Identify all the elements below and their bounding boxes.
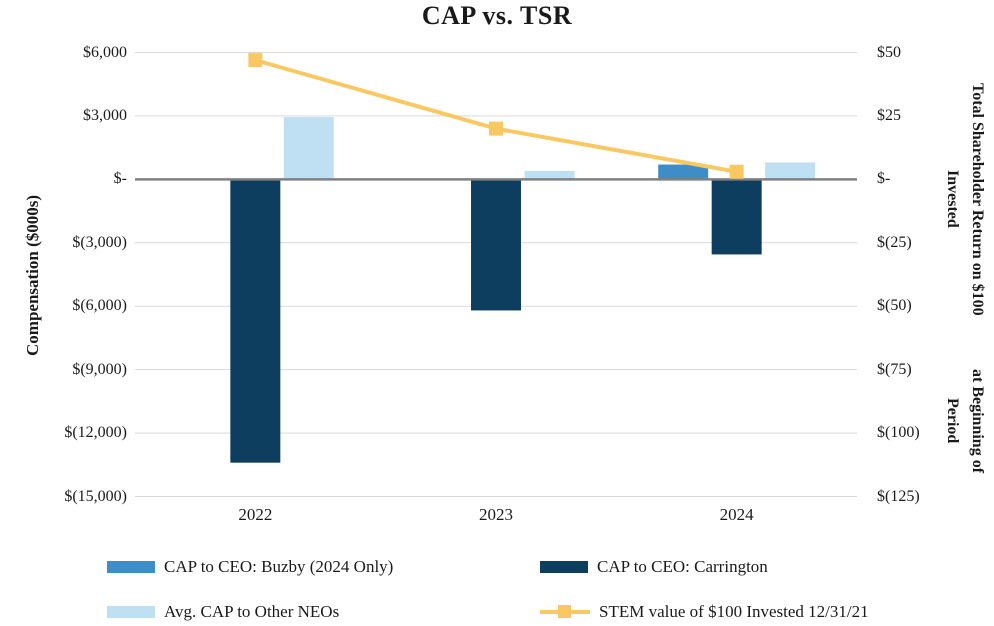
- bar: [283, 116, 334, 180]
- left-tick-label: $(15,000): [64, 487, 127, 505]
- chart-title: CAP vs. TSR: [421, 1, 573, 30]
- left-tick-label: $(12,000): [64, 424, 127, 442]
- left-tick-label: $(3,000): [72, 233, 127, 251]
- x-axis-label: 2022: [238, 505, 273, 524]
- bar: [524, 170, 575, 180]
- right-axis-title-line2: at Beginning of Period: [944, 368, 986, 473]
- legend-bar-swatch: [540, 561, 588, 573]
- right-tick-label: $25: [877, 106, 901, 124]
- right-tick-label: $-: [877, 170, 891, 188]
- line-marker: [248, 53, 263, 68]
- x-axis-label: 2024: [719, 505, 754, 524]
- legend-label: Avg. CAP to Other NEOs: [164, 602, 340, 621]
- line-marker: [489, 121, 503, 136]
- bar: [471, 179, 521, 311]
- legend-item: Avg. CAP to Other NEOs: [107, 600, 339, 624]
- left-tick-label: $-: [113, 170, 127, 188]
- x-axis-label: 2023: [479, 505, 513, 524]
- legend-line-marker: [558, 605, 571, 618]
- bar: [711, 179, 762, 255]
- line-marker: [729, 164, 744, 179]
- legend-item: CAP to CEO: Carrington: [540, 555, 768, 579]
- left-tick-label: $(9,000): [72, 360, 127, 378]
- legend-label: STEM value of $100 Invested 12/31/21: [599, 602, 869, 621]
- bar: [765, 162, 816, 180]
- legend-label: CAP to CEO: Buzby (2024 Only): [164, 557, 394, 576]
- legend-item: CAP to CEO: Buzby (2024 Only): [107, 555, 393, 579]
- bar: [230, 179, 281, 463]
- legend-label: CAP to CEO: Carrington: [597, 557, 768, 576]
- bar: [658, 164, 709, 180]
- right-tick-label: $(125): [877, 487, 920, 505]
- legend-line-swatch: [540, 600, 590, 624]
- left-tick-label: $6,000: [83, 43, 127, 61]
- right-axis-title-line1: Total Shareholder Return on $100 Investe…: [944, 82, 986, 316]
- left-axis-title: Compensation ($000s): [23, 194, 42, 356]
- right-tick-label: $50: [877, 43, 901, 61]
- left-tick-label: $(6,000): [72, 297, 127, 315]
- right-tick-label: $(25): [877, 233, 912, 251]
- legend-bar-swatch: [107, 606, 155, 618]
- right-axis-title: Total Shareholder Return on $100 Investe…: [936, 53, 992, 497]
- right-tick-label: $(50): [877, 297, 912, 315]
- left-tick-label: $3,000: [83, 106, 127, 124]
- right-tick-label: $(75): [877, 360, 912, 378]
- right-tick-label: $(100): [877, 424, 920, 442]
- legend-item: STEM value of $100 Invested 12/31/21: [540, 600, 869, 624]
- legend-bar-swatch: [107, 561, 155, 573]
